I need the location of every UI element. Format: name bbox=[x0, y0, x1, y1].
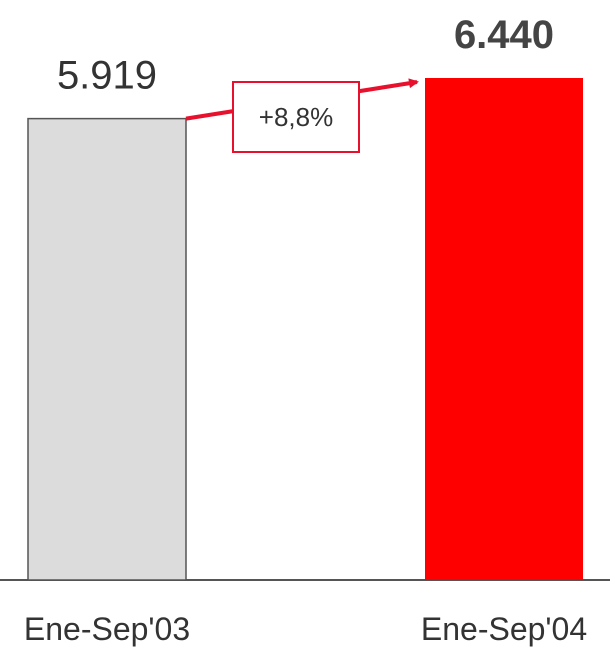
category-label-ene-sep-04: Ene-Sep'04 bbox=[421, 611, 587, 647]
category-label-ene-sep-03: Ene-Sep'03 bbox=[24, 611, 190, 647]
change-label: +8,8% bbox=[259, 102, 333, 132]
bar-ene-sep-04 bbox=[425, 78, 583, 580]
bar-ene-sep-03 bbox=[27, 117, 187, 581]
value-label-ene-sep-03: 5.919 bbox=[57, 54, 157, 98]
value-label-ene-sep-04: 6.440 bbox=[454, 13, 554, 57]
change-badge bbox=[232, 81, 360, 153]
